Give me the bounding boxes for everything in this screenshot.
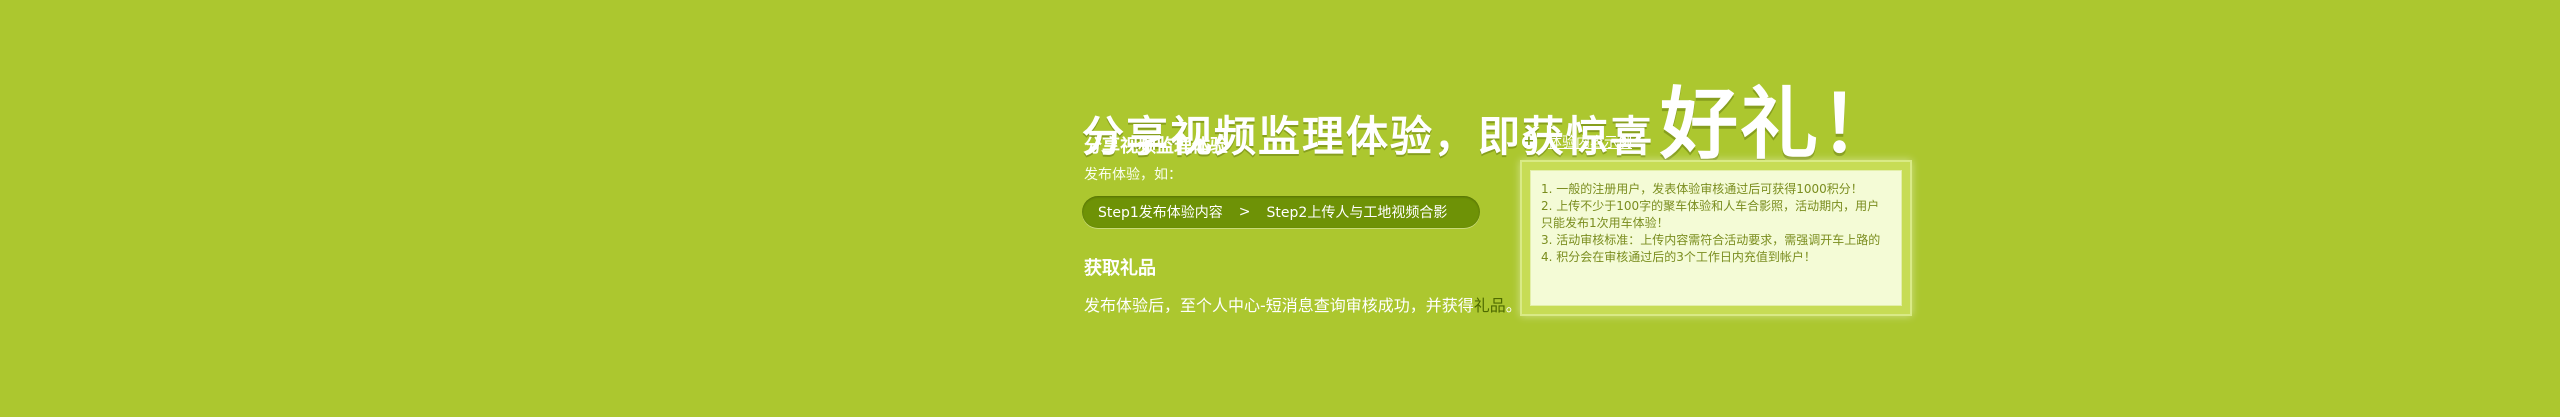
rule-line: 1. 一般的注册用户，发表体验审核通过后可获得1000积分！ — [1541, 182, 1863, 196]
plus-icon[interactable]: + — [1522, 134, 1536, 149]
rule-line: 2. 上传不少于100字的聚车体验和人车合影照，活动期内，用户 — [1541, 199, 1880, 213]
share-section-title: 分享视频监理体验 — [1084, 136, 1228, 157]
share-section-subtitle: 发布体验，如： — [1084, 167, 1182, 183]
headline: 分享视频监理体验，即获惊喜 好礼！ — [1082, 62, 1900, 170]
sample-link-row: + 体验内容示例 — [1522, 132, 1632, 152]
gift-desc-suffix: 。 — [1505, 296, 1522, 315]
gift-link[interactable]: 礼品 — [1473, 296, 1506, 315]
gift-section-title: 获取礼品 — [1084, 258, 1156, 279]
sample-rules: 1. 一般的注册用户，发表体验审核通过后可获得1000积分！ 2. 上传不少于1… — [1530, 170, 1902, 306]
gift-desc-prefix: 发布体验后，至个人中心-短消息查询审核成功，并获得 — [1084, 296, 1474, 315]
headline-big: 好礼！ — [1660, 80, 1901, 170]
rule-line: 只能发布1次用车体验！ — [1541, 216, 1669, 230]
sample-box: 1. 一般的注册用户，发表体验审核通过后可获得1000积分！ 2. 上传不少于1… — [1520, 160, 1912, 316]
rule-line: 4. 积分会在审核通过后的3个工作日内充值到帐户！ — [1541, 250, 1816, 264]
step-separator: > — [1238, 204, 1251, 220]
sample-link[interactable]: 体验内容示例 — [1548, 135, 1632, 151]
rule-line: 3. 活动审核标准：上传内容需符合活动要求，需强调开车上路的 — [1541, 233, 1881, 247]
step2-label: Step2上传人与工地视频合影 — [1266, 205, 1448, 221]
step1-label: Step1发布体验内容 — [1098, 205, 1223, 221]
headline-main: 分享视频监理体验，即获惊喜 — [1082, 112, 1655, 161]
steps-pill: Step1发布体验内容 > Step2上传人与工地视频合影 — [1082, 196, 1480, 228]
gift-description: 发布体验后，至个人中心-短消息查询审核成功，并获得礼品。 — [1084, 292, 1522, 316]
